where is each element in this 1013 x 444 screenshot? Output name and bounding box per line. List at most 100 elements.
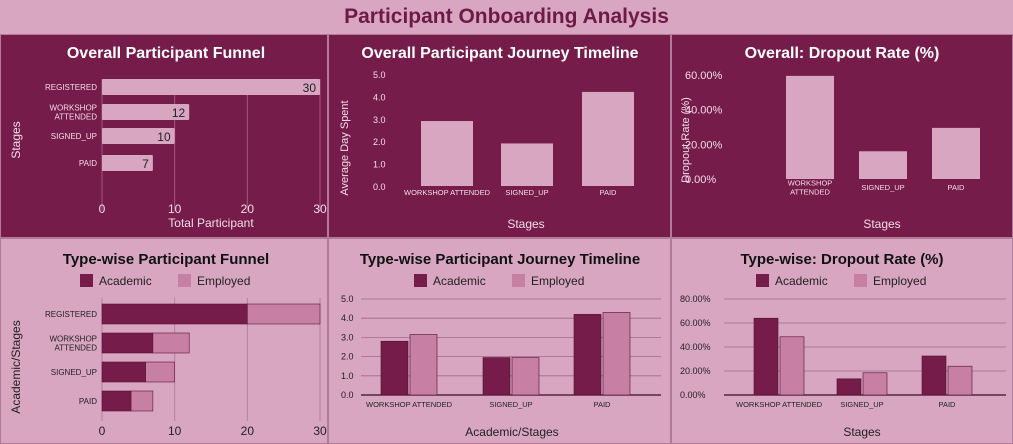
x-axis-label: Stages [843,425,880,439]
category-label: SIGNED_UP [505,188,548,197]
y-tick-label: 20.00% [685,139,723,151]
bar [102,155,153,171]
bar-employed [409,334,438,396]
y-tick-label: 40.00% [680,342,711,352]
y-tick-label: 60.00% [680,318,711,328]
x-axis-label: Academic/Stages [465,425,558,439]
legend-swatch-employed [512,274,525,287]
legend-label-academic: Academic [99,274,152,288]
overall-timeline-chart: Overall Participant Journey Timeline 0.0 1… [339,45,639,231]
bar-academic [836,378,862,396]
data-label: 7 [142,157,149,171]
bar [932,127,980,179]
legend-label-academic: Academic [433,274,486,288]
bar-academic [380,340,409,396]
bar-academic [101,332,154,354]
category-label: PAID [939,400,957,409]
category-label: WORKSHOP ATTENDED [788,179,833,197]
data-label: 30 [303,81,317,95]
bar-academic [482,357,511,396]
bar-academic [573,314,602,396]
bar-employed [779,336,805,396]
legend-label-employed: Employed [197,274,250,288]
page-title: Participant Onboarding Analysis [344,5,669,28]
y-tick-label: 0.00% [680,390,706,400]
legend-label-employed: Employed [873,274,926,288]
category-label: PAID [600,188,618,197]
bar-academic [101,361,146,383]
legend-label-academic: Academic [775,274,828,288]
category-label: WORKSHOP ATTENDED [366,400,453,409]
y-tick-label: 0.00% [685,174,716,186]
panel-overall-funnel: Overall Participant Funnel 0 10 20 30 REGISTE… [0,34,328,238]
y-tick-label: 2.0 [341,352,354,362]
x-axis-label: Stages [863,217,900,231]
y-axis-label: Dropout Rate (%) [680,97,692,183]
x-axis-label: Total Participant [168,216,254,230]
panel-typewise-dropout: Type-wise: Dropout Rate (%) Academic Emplo… [671,238,1013,444]
x-tick-label: 10 [168,424,182,438]
y-tick-label: 0.0 [341,390,354,400]
category-label: WORKSHOP ATTENDED [49,104,97,122]
overall-dropout-chart: Overall: Dropout Rate (%) 0.00% 20.00% 40.0… [680,45,980,231]
y-axis-label: Stages [9,121,23,158]
category-label: REGISTERED [45,310,97,319]
category-label: WORKSHOP ATTENDED [404,188,491,197]
bar [501,143,553,186]
bar-employed [947,365,973,396]
category-label: SIGNED_UP [840,400,883,409]
panel-overall-dropout: Overall: Dropout Rate (%) 0.00% 20.00% 40.0… [671,34,1013,238]
chart-title: Overall: Dropout Rate (%) [745,45,940,62]
bar-employed [130,390,154,412]
chart-title: Overall Participant Journey Timeline [361,45,638,62]
bar-employed [145,361,175,383]
bar-academic [921,355,947,396]
x-tick-label: 30 [313,424,327,438]
bar [582,91,634,186]
legend-swatch-academic [756,274,769,287]
legend-label-employed: Employed [531,274,584,288]
bar-academic [101,390,132,412]
chart-title: Type-wise Participant Funnel [63,251,269,268]
typewise-funnel-chart: Type-wise Participant Funnel Academic Empl… [9,251,327,438]
chart-title: Overall Participant Funnel [67,45,265,62]
chart-title: Type-wise: Dropout Rate (%) [740,251,943,268]
bar [102,104,190,120]
y-tick-label: 5.0 [341,294,354,304]
data-label: 12 [172,106,186,120]
category-label: PAID [948,183,966,192]
y-axis-label: Average Day Spent [339,100,351,195]
bar-employed [511,357,540,396]
bar [859,151,907,179]
bar [421,121,473,186]
x-tick-label: 0 [99,202,106,216]
bar-employed [247,303,321,325]
bar [102,79,320,95]
x-tick-label: 20 [241,202,255,216]
x-tick-label: 10 [168,202,182,216]
y-tick-label: 4.0 [373,92,386,102]
category-label: SIGNED_UP [51,132,97,141]
x-axis-label: Stages [507,217,544,231]
panel-typewise-funnel: Type-wise Participant Funnel Academic Empl… [0,238,328,444]
chart-title: Type-wise Participant Journey Timeline [360,251,640,268]
category-label: REGISTERED [45,83,97,92]
category-label: WORKSHOP ATTENDED [49,335,97,353]
y-tick-label: 2.0 [373,137,386,147]
x-tick-label: 30 [313,202,327,216]
overall-funnel-chart: Overall Participant Funnel 0 10 20 30 REGISTE… [9,45,327,230]
bar-employed [862,372,888,396]
title-bar: Participant Onboarding Analysis [0,0,1013,34]
category-label: PAID [79,397,97,406]
y-tick-label: 1.0 [341,371,354,381]
typewise-timeline-chart: Type-wise Participant Journey Timeline Ac… [341,251,661,439]
legend-swatch-employed [854,274,867,287]
category-label: PAID [79,159,97,168]
bar-academic [753,317,779,396]
y-tick-label: 0.0 [373,182,386,192]
category-label: SIGNED_UP [51,368,97,377]
bar-employed [602,312,631,396]
y-tick-label: 4.0 [341,313,354,323]
category-label: SIGNED_UP [861,183,904,192]
x-tick-label: 20 [241,424,255,438]
